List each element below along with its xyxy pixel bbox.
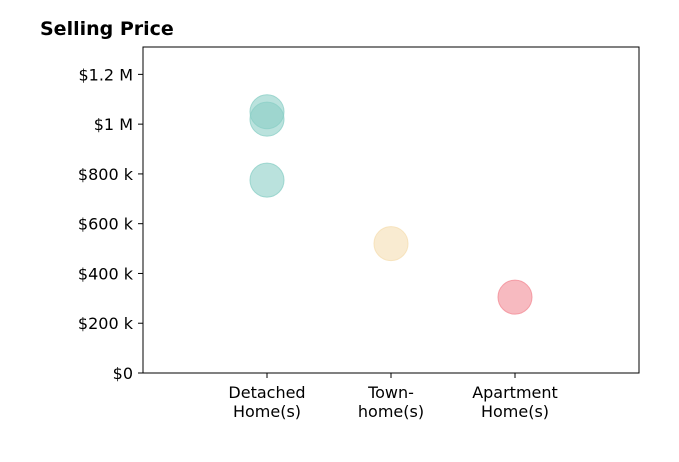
chart-title: Selling Price [40, 18, 174, 40]
y-tick-label: $0 [113, 364, 133, 383]
plot-frame [142, 46, 640, 374]
y-tick-label: $1.2 M [78, 65, 133, 84]
plot-area: $0 $200 k $400 k $600 k $800 k $1 M $1.2 M Deta… [78, 46, 640, 421]
data-point [497, 279, 533, 315]
x-tick-label: Detached Home(s) [228, 383, 305, 421]
data-point [249, 162, 285, 198]
y-tick-label: $400 k [78, 264, 134, 283]
y-tick-label: $600 k [78, 215, 134, 234]
data-point [373, 226, 409, 262]
x-tick-label: Apartment Home(s) [472, 383, 558, 421]
x-tick-label: Town-home(s) [358, 383, 424, 421]
data-point [249, 101, 285, 137]
y-tick-label: $1 M [94, 115, 133, 134]
y-tick-label: $800 k [78, 165, 134, 184]
y-tick-label: $200 k [78, 314, 134, 333]
